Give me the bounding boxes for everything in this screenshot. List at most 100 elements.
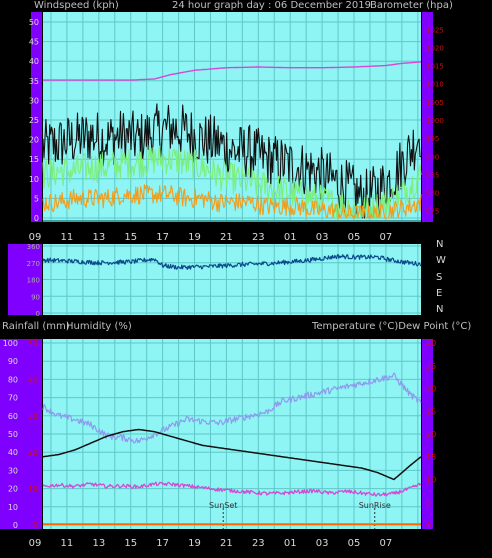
humidity-y-tick-label: 0	[13, 521, 18, 530]
wind-direction-panel: 0 90 180 270 360	[8, 243, 422, 318]
barometer-y-tick-label: 1015	[426, 63, 444, 71]
temperature-humidity-panel: 0102030405060708090100010203040500510152…	[0, 339, 436, 549]
rainfall-y-tick-label: 30	[28, 412, 38, 421]
wind-x-tick-label: 09	[29, 232, 42, 243]
windspeed-label: Windspeed (kph)	[34, 0, 119, 11]
windspeed-gust-line	[42, 103, 422, 219]
direction-left-axis-strip	[8, 244, 42, 315]
barometer-y-tick-label: 995	[426, 135, 439, 143]
temperature-right-axis-strip	[422, 339, 433, 529]
windspeed-average-line	[42, 145, 422, 219]
wind-x-tick-label: 11	[61, 232, 74, 243]
temperature-x-tick-label: 21	[220, 538, 233, 549]
temperature-y-tick-label: 25	[426, 407, 436, 416]
humidity-y-tick-label: 60	[8, 412, 18, 421]
windspeed-low-line	[42, 184, 422, 219]
wind-right-axis-strip	[422, 12, 433, 222]
barometer-y-tick-label: 1020	[426, 44, 444, 52]
wind-x-tick-label: 13	[92, 232, 105, 243]
windspeed-y-tick-label: 40	[29, 57, 39, 66]
barometer-y-tick-label: 985	[426, 171, 439, 179]
windspeed-y-tick-label: 20	[29, 136, 39, 145]
humidity-label: Humidity (%)	[66, 321, 132, 332]
direction-label-w: W	[436, 255, 446, 266]
humidity-y-tick-label: 90	[8, 357, 18, 366]
temperature-x-tick-label: 17	[156, 538, 169, 549]
humidity-line	[42, 372, 422, 444]
rainfall-y-tick-label: 10	[28, 485, 38, 494]
temperature-y-tick-label: 35	[426, 362, 436, 371]
humidity-y-tick-label: 30	[8, 466, 18, 475]
rainfall-label: Rainfall (mm)	[2, 321, 70, 332]
sun-event-label: SunRise	[359, 501, 391, 510]
wind-x-tick-label: 19	[188, 232, 201, 243]
direction-y-tick-label: 180	[27, 277, 40, 285]
windspeed-y-tick-label: 45	[29, 38, 39, 47]
wind-x-tick-label: 23	[252, 232, 265, 243]
direction-y-tick-label: 0	[36, 310, 40, 318]
direction-label-n-bottom: N	[436, 304, 444, 315]
humidity-y-tick-label: 40	[8, 448, 18, 457]
wind-x-tick-label: 05	[348, 232, 361, 243]
windspeed-y-tick-label: 10	[29, 175, 39, 184]
humidity-y-tick-label: 50	[8, 430, 18, 439]
windspeed-y-tick-label: 30	[29, 96, 39, 105]
chart-title: 24 hour graph day : 06 December 2019	[172, 0, 371, 11]
temperature-y-tick-label: 5	[426, 498, 431, 507]
windspeed-y-tick-label: 5	[34, 194, 39, 203]
rainfall-y-tick-label: 20	[28, 448, 38, 457]
temperature-y-tick-label: 30	[426, 385, 436, 394]
temperature-x-tick-label: 19	[188, 538, 201, 549]
temperature-dewpoint-label: Temperature (°C)Dew Point (°C)	[312, 321, 472, 332]
wind-x-tick-label: 07	[380, 232, 393, 243]
temperature-x-tick-label: 13	[92, 538, 105, 549]
humidity-left-axis-strip	[0, 339, 42, 529]
windspeed-y-tick-label: 35	[29, 77, 39, 86]
barometer-y-tick-label: 1025	[426, 26, 444, 34]
direction-y-tick-label: 360	[27, 243, 40, 251]
wind-barometer-panel: 0510152025303540455097598098599099510001…	[29, 12, 444, 243]
wind-x-tick-label: 17	[156, 232, 169, 243]
rainfall-y-tick-label: 50	[28, 339, 38, 348]
windspeed-y-tick-label: 25	[29, 116, 39, 125]
temperature-x-tick-label: 15	[124, 538, 137, 549]
wind-direction-line	[42, 253, 422, 270]
wind-x-tick-label: 15	[124, 232, 137, 243]
temperature-y-tick-label: 20	[426, 430, 436, 439]
windspeed-y-tick-label: 15	[29, 155, 39, 164]
temperature-x-tick-label: 09	[29, 538, 42, 549]
barometer-y-tick-label: 1005	[426, 99, 444, 107]
temperature-x-tick-label: 01	[284, 538, 297, 549]
humidity-y-tick-label: 80	[8, 375, 18, 384]
barometer-y-tick-label: 975	[426, 208, 439, 216]
barometer-y-tick-label: 980	[426, 190, 439, 198]
temperature-y-tick-label: 40	[426, 339, 436, 348]
wind-left-axis-strip	[31, 12, 42, 222]
wind-plot-area	[43, 12, 421, 222]
direction-y-tick-label: 90	[31, 293, 40, 301]
temperature-y-tick-label: 0	[426, 521, 431, 530]
humidity-y-tick-label: 100	[3, 339, 18, 348]
humidity-y-tick-label: 70	[8, 394, 18, 403]
windspeed-y-tick-label: 50	[29, 18, 39, 27]
temperature-x-tick-label: 11	[61, 538, 74, 549]
sun-event-label: SunSet	[209, 501, 237, 510]
direction-label-e: E	[436, 288, 443, 299]
temperature-line	[42, 428, 422, 481]
barometer-y-tick-label: 1000	[426, 117, 444, 125]
wind-x-tick-label: 21	[220, 232, 233, 243]
direction-label-s: S	[436, 272, 443, 283]
barometer-y-tick-label: 990	[426, 153, 439, 161]
temperature-x-tick-label: 23	[252, 538, 265, 549]
wind-x-tick-label: 01	[284, 232, 297, 243]
windspeed-y-tick-label: 0	[34, 214, 39, 223]
temperature-x-tick-label: 05	[348, 538, 361, 549]
temperature-x-tick-label: 07	[380, 538, 393, 549]
barometer-label: Barometer (hpa)	[370, 0, 453, 11]
rainfall-y-tick-label: 0	[33, 521, 38, 530]
dewpoint-line	[42, 481, 422, 497]
temperature-y-tick-label: 15	[426, 453, 436, 462]
temperature-x-tick-label: 03	[316, 538, 329, 549]
